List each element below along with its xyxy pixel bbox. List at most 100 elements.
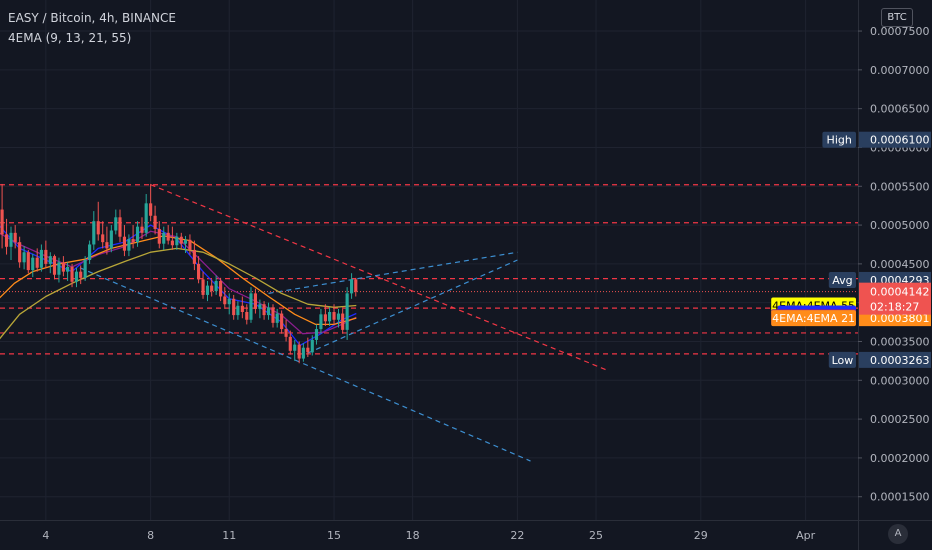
candle-body [232,298,236,316]
x-tick-label: 4 [42,529,49,542]
candle-body [319,314,323,330]
candle-body [18,242,22,263]
current-price-bg [859,282,931,315]
current-price-value: 0.0004142 [870,286,930,299]
y-tick-label: 0.0004500 [870,258,930,271]
candle-body [162,232,166,244]
currency-button[interactable]: BTC [881,8,913,27]
candle-body [350,279,354,294]
price-label-title-bg [771,310,856,327]
candle-body [31,257,35,271]
candle-body [79,271,83,278]
candle-body [74,271,79,282]
candle-body [131,239,135,243]
candle-body [201,279,205,295]
candle-body [179,236,183,244]
candle-body [345,293,349,330]
candle-body [105,242,109,249]
candle-body [114,217,118,231]
y-tick-label: 0.0005000 [870,219,930,232]
x-tick-label: 25 [589,529,603,542]
candle-body [306,347,310,353]
candle-body [314,329,319,340]
price-label-value: 0.0003801 [870,312,930,325]
candle-body [253,293,258,309]
price-label-title-bg [828,271,856,288]
candle-body [175,236,179,246]
candle-body [144,203,148,233]
candle-body [26,252,30,271]
x-tick-label: 18 [406,529,420,542]
candle-body [323,314,327,322]
candle-body [101,234,105,243]
x-tick-label: 8 [147,529,154,542]
x-tick-label: 22 [510,529,524,542]
chart-legend: EASY / Bitcoin, 4h, BINANCE 4EMA (9, 13,… [8,8,176,48]
candle-body [66,266,70,272]
y-tick-label: 0.0003000 [870,374,930,387]
x-tick-label: 11 [222,529,236,542]
candle-body [301,347,305,359]
candle-body [109,230,113,249]
candle-body [262,304,266,316]
candle-body [13,232,17,243]
trend-line [268,251,518,294]
candle-body [258,304,262,309]
candle-body [149,203,153,216]
candle-body [92,221,96,245]
candle-body [188,239,192,250]
candle-body [310,339,314,353]
candle-body [275,313,279,323]
candle-body [197,263,201,280]
candle-body [57,262,61,275]
candle-body [332,312,336,320]
candle-body [336,313,341,320]
auto-scale-button[interactable]: A [888,524,908,544]
candle-body [205,285,210,295]
price-axis-label: High 0.0006100 [822,131,931,148]
indicator-title[interactable]: 4EMA (9, 13, 21, 55) [8,31,132,45]
y-tick-label: 0.0007500 [870,25,930,38]
price-label-title: High [827,134,852,147]
candle-body [153,215,157,229]
candle-body [210,285,214,292]
candle-body [227,298,231,305]
candle-body [88,244,92,260]
price-label-title: Avg [832,274,852,287]
y-tick-label: 0.0001500 [870,491,930,504]
candle-body [166,232,170,241]
candle-body [157,228,161,244]
price-label-title: Low [832,354,854,367]
y-tick-label: 0.0002500 [870,413,930,426]
candle-body [214,280,218,292]
x-tick-label: 29 [694,529,708,542]
candle-body [140,226,144,233]
candle-body [192,249,196,264]
candle-body [293,344,297,351]
candle-body [22,252,26,263]
trend-line [307,259,518,354]
candle-body [240,305,244,312]
candle-body [288,336,292,351]
candle-body [4,234,9,247]
candle-body [52,256,57,275]
y-tick-label: 0.0003500 [870,335,930,348]
price-label-title: 4EMA:4EMA 21 [772,312,855,325]
y-tick-label: 0.0005500 [870,180,930,193]
candle-body [245,312,249,320]
x-tick-label: 15 [327,529,341,542]
plot-area [0,183,858,462]
trend-line [79,267,531,462]
price-label-value-bg [859,131,931,148]
candle-body [223,296,227,305]
candle-body [44,249,48,264]
candle-body [35,257,39,268]
y-tick-label: 0.0006500 [870,103,930,116]
candle-body [118,217,122,237]
candle-body [9,232,13,247]
symbol-title[interactable]: EASY / Bitcoin, 4h, BINANCE [8,11,176,25]
candle-countdown: 02:18:27 [870,301,919,314]
candle-body [70,266,74,282]
